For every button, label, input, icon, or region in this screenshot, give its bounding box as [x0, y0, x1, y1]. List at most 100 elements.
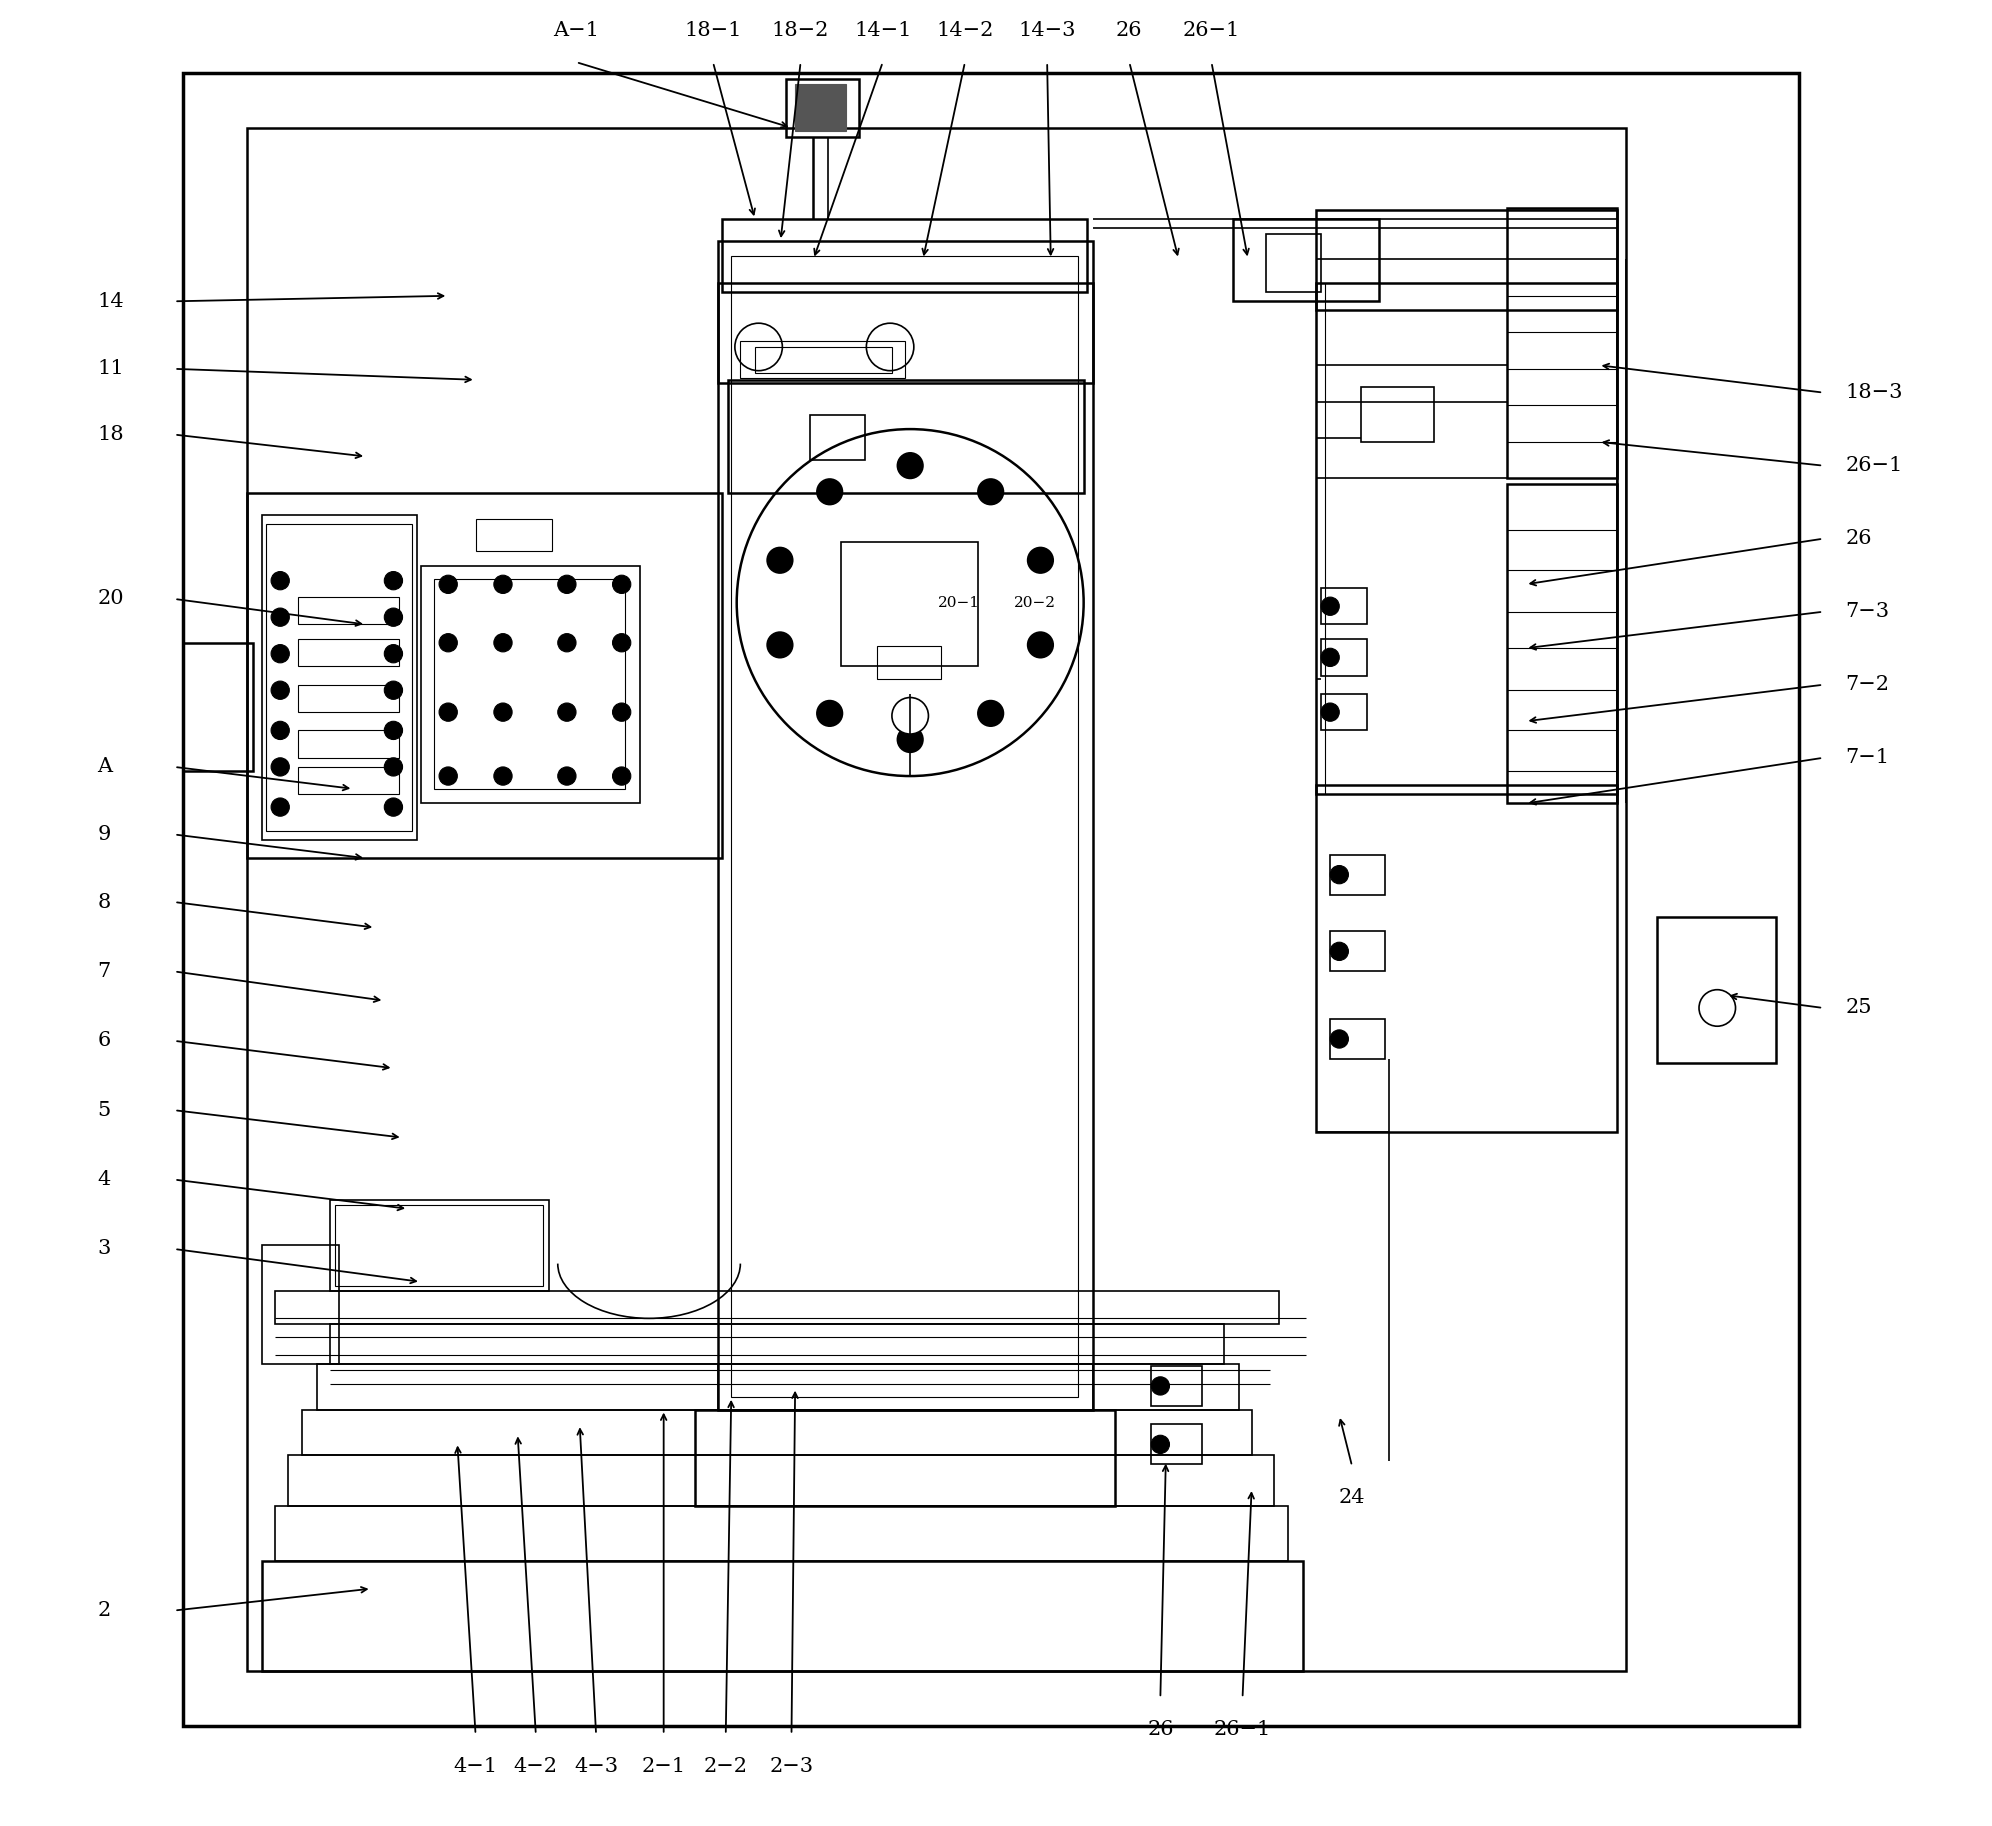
Text: 4: 4 — [98, 1170, 112, 1189]
Text: 6: 6 — [98, 1032, 112, 1050]
Bar — [476, 519, 552, 551]
Bar — [719, 1364, 1094, 1410]
Text: 24: 24 — [1339, 1488, 1365, 1506]
Circle shape — [384, 721, 402, 740]
Text: 26−1: 26−1 — [1213, 1720, 1271, 1738]
Text: 7: 7 — [98, 962, 112, 981]
Bar — [1315, 785, 1618, 1132]
Circle shape — [384, 572, 402, 590]
Text: 5: 5 — [98, 1101, 112, 1119]
Text: 20−1: 20−1 — [938, 595, 980, 610]
Text: 18−3: 18−3 — [1845, 383, 1902, 402]
Bar — [1151, 1366, 1203, 1406]
Bar — [263, 1245, 339, 1364]
Text: 14−3: 14−3 — [1018, 22, 1076, 40]
Bar — [1331, 855, 1384, 895]
Circle shape — [438, 575, 458, 593]
Bar — [329, 1200, 548, 1291]
Text: 2: 2 — [98, 1601, 112, 1620]
Text: 14−1: 14−1 — [855, 22, 912, 40]
Text: 18−2: 18−2 — [773, 22, 829, 40]
Circle shape — [558, 767, 576, 785]
Circle shape — [271, 572, 289, 590]
Bar — [695, 1410, 1116, 1506]
Bar — [299, 730, 398, 758]
Bar — [721, 219, 1088, 292]
Text: 4−1: 4−1 — [454, 1757, 498, 1775]
Text: A: A — [98, 758, 114, 776]
Circle shape — [271, 681, 289, 699]
Text: 11: 11 — [98, 360, 124, 378]
Circle shape — [494, 767, 512, 785]
Circle shape — [1331, 866, 1349, 884]
Bar — [719, 283, 1094, 383]
Circle shape — [271, 645, 289, 663]
Circle shape — [1321, 597, 1339, 615]
Text: 26−1: 26−1 — [1845, 456, 1902, 475]
Bar — [335, 1205, 544, 1286]
Circle shape — [271, 758, 289, 776]
Bar — [287, 1455, 1273, 1506]
Bar — [1315, 283, 1618, 794]
Bar — [434, 579, 625, 789]
Bar — [1331, 1019, 1384, 1059]
Bar — [1508, 208, 1618, 478]
Circle shape — [384, 645, 402, 663]
Text: 7−2: 7−2 — [1845, 676, 1888, 694]
Bar — [1321, 694, 1367, 730]
Circle shape — [978, 701, 1004, 727]
Text: 2−2: 2−2 — [703, 1757, 747, 1775]
Bar — [275, 1291, 1279, 1324]
Bar — [876, 646, 940, 679]
Circle shape — [1331, 942, 1349, 960]
Text: 14: 14 — [98, 292, 124, 310]
Circle shape — [1321, 703, 1339, 721]
Circle shape — [494, 703, 512, 721]
Bar — [1331, 931, 1384, 971]
Circle shape — [1028, 548, 1054, 573]
Text: 18−1: 18−1 — [683, 22, 741, 40]
Circle shape — [817, 701, 843, 727]
Bar — [317, 1364, 1239, 1410]
Circle shape — [384, 681, 402, 699]
Circle shape — [384, 608, 402, 626]
Circle shape — [817, 478, 843, 504]
Circle shape — [438, 703, 458, 721]
Text: 2−3: 2−3 — [769, 1757, 813, 1775]
Circle shape — [612, 767, 631, 785]
Text: 7−3: 7−3 — [1845, 603, 1888, 621]
Bar — [795, 84, 847, 131]
Circle shape — [494, 575, 512, 593]
Bar — [1315, 210, 1618, 310]
Circle shape — [1331, 1030, 1349, 1048]
Circle shape — [558, 634, 576, 652]
Bar — [183, 643, 253, 771]
Circle shape — [1151, 1377, 1169, 1395]
Circle shape — [494, 634, 512, 652]
Bar — [329, 1324, 1225, 1364]
Circle shape — [767, 632, 793, 657]
Bar — [1657, 917, 1775, 1063]
Bar — [299, 639, 398, 666]
Bar — [247, 493, 721, 858]
Bar — [731, 256, 1078, 1397]
Circle shape — [612, 575, 631, 593]
Text: 4−3: 4−3 — [574, 1757, 618, 1775]
Bar — [1321, 639, 1367, 676]
Bar — [755, 347, 892, 373]
Circle shape — [1151, 1435, 1169, 1453]
Bar — [719, 241, 1094, 1410]
Circle shape — [1321, 648, 1339, 666]
Text: 26: 26 — [1845, 530, 1872, 548]
Circle shape — [896, 453, 922, 478]
Circle shape — [384, 798, 402, 816]
Bar — [420, 566, 639, 803]
Bar — [299, 685, 398, 712]
Text: 7−1: 7−1 — [1845, 749, 1888, 767]
Text: 26: 26 — [1147, 1720, 1173, 1738]
Text: 26: 26 — [1116, 22, 1143, 40]
Bar — [265, 524, 412, 831]
Circle shape — [767, 548, 793, 573]
Circle shape — [558, 575, 576, 593]
Circle shape — [558, 703, 576, 721]
